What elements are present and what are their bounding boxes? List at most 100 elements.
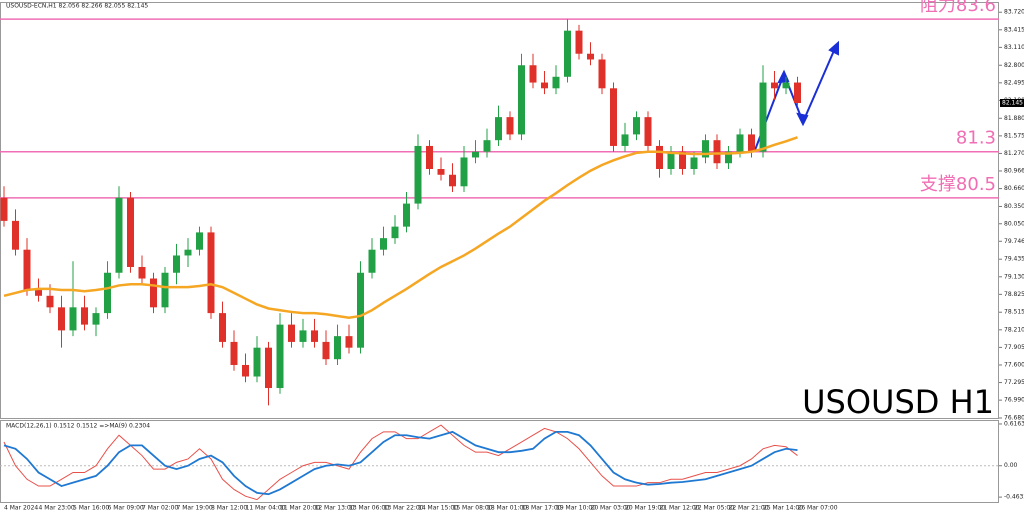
candle-body [725,151,732,164]
candle-body [0,197,8,221]
candle-body [92,313,100,325]
candle-body [219,313,226,342]
x-tick-label: 7 Mar 19:00 [177,505,213,512]
x-tick-label: 13 Mar 22:00 [384,505,424,512]
candle-body [35,290,42,296]
y-tick-label: 78.515 [1004,309,1024,316]
candle-body [115,197,123,273]
candle-body [426,145,433,169]
y-tick-label: 76.990 [1004,397,1024,404]
candle-body [644,117,652,146]
y-tick-label: 79.130 [1004,273,1024,280]
candle-body [782,82,790,89]
x-tick-label: 4 Mar 2024 [4,505,38,512]
candle-body [794,82,801,104]
candle-body [276,324,284,389]
macd-frame [0,420,999,503]
candle-body [449,174,456,187]
candle-body [127,197,134,267]
x-tick-label: 21 Mar 12:00 [660,505,700,512]
candle-body [414,145,422,204]
x-tick-label: 22 Mar 21:00 [729,505,769,512]
candle-body [368,249,376,273]
candle-body [380,238,387,250]
price-label: 82.145 [1002,100,1023,107]
candle-body [771,82,778,89]
main-frame [0,2,999,419]
y-tick-label: 82.800 [1004,62,1024,69]
x-tick-label: 14 Mar 15:00 [418,505,458,512]
candle-body [311,330,318,342]
candle-body [552,76,560,89]
candle-body [81,307,88,325]
x-tick-label: 7 Mar 02:00 [142,505,178,512]
y-tick-label: 81.880 [1004,115,1024,122]
candle-body [541,82,548,89]
y-tick-label: 77.295 [1004,379,1024,386]
candle-body [667,151,675,169]
candle-body [587,53,594,60]
candle-body [184,249,192,256]
macd-line [3,430,798,496]
candle-body [345,336,353,348]
x-tick-label: 18 Mar 17:00 [522,505,562,512]
x-tick-label: 4 Mar 23:00 [39,505,75,512]
candle-body [196,232,203,250]
candle-body [242,364,249,377]
y-tick-label: 77.905 [1004,344,1024,351]
candle-body [736,134,744,152]
x-tick-label: 12 Mar 13:00 [315,505,355,512]
y-tick-label: 83.110 [1004,44,1024,51]
watermark: USOUSD H1 [802,383,994,421]
y-tick-label: 82.495 [1004,79,1024,86]
y-tick-label: 78.210 [1004,326,1024,333]
x-tick-label: 13 Mar 06:00 [349,505,389,512]
x-tick-label: 11 Mar 20:00 [280,505,320,512]
y-tick-label: 0.00 [1004,462,1018,469]
candle-body [161,272,169,308]
arrow-head [828,40,839,56]
y-tick-label: 80.050 [1004,220,1024,227]
candle-body [265,347,272,389]
arrow-head [796,112,809,127]
candle-body [564,30,571,77]
y-tick-label: -0.4632 [1004,494,1024,501]
candle-body [759,82,767,152]
x-tick-label: 20 Mar 19:00 [625,505,665,512]
x-tick-label: 11 Mar 04:00 [246,505,286,512]
x-tick-label: 22 Mar 05:00 [694,505,734,512]
y-tick-label: 81.575 [1004,132,1024,139]
candle-body [391,226,399,239]
candle-body [299,330,307,342]
y-tick-label: 83.415 [1004,26,1024,33]
candle-body [656,145,663,169]
price-box [1000,99,1024,108]
x-tick-label: 18 Mar 01:00 [487,505,527,512]
macd-line [3,424,798,501]
candle-body [610,88,617,146]
macd-title: MACD(12,26,1) 0.1512 0.1512 =>MA(9) 0.23… [6,423,150,430]
candle-body [702,140,709,158]
candle-body [679,151,686,169]
candle-body [690,157,698,169]
x-tick-label: 20 Mar 03:00 [591,505,631,512]
y-tick-label: 80.660 [1004,185,1024,192]
candle-body [495,117,502,141]
candle-body [138,266,146,279]
candle-body [150,278,157,308]
y-tick-label: 79.435 [1004,256,1024,263]
x-tick-label: 6 Mar 09:00 [108,505,144,512]
x-tick-label: 19 Mar 10:00 [556,505,596,512]
candle-body [288,324,295,342]
candle-body [713,140,721,164]
candle-body [357,272,364,348]
candle-body [748,134,755,152]
candle-body [506,117,514,135]
candle-body [633,117,640,135]
arrow-head [777,69,790,84]
candle-body [322,341,330,360]
candle-body [253,347,261,377]
y-tick-label: 77.600 [1004,361,1024,368]
y-tick-label: 78.825 [1004,291,1024,298]
